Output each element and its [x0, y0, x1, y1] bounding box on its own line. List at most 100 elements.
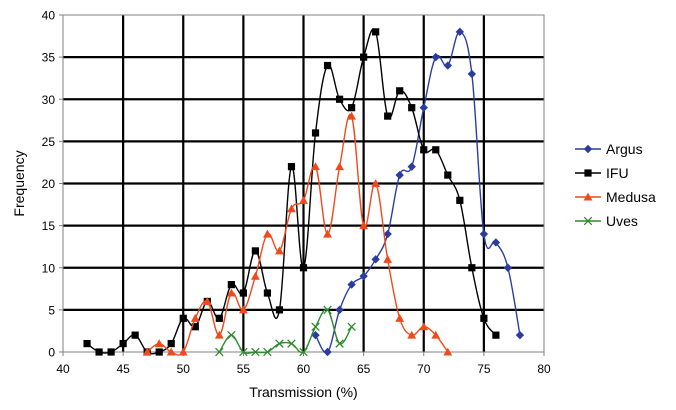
- data-point-medusa: [335, 162, 344, 171]
- data-point-ifu: [95, 348, 103, 356]
- y-tick-label: 15: [42, 219, 56, 233]
- series-line-argus: [314, 31, 521, 354]
- data-point-medusa: [419, 322, 429, 331]
- marker-stroke: [275, 339, 284, 348]
- series-line-medusa: [146, 113, 449, 356]
- data-point-uves: [335, 339, 344, 348]
- data-point-medusa: [407, 330, 417, 339]
- data-point-medusa: [395, 313, 405, 322]
- data-point-ifu: [215, 314, 223, 322]
- data-point-ifu: [456, 196, 464, 204]
- data-point-ifu: [396, 87, 404, 95]
- series-ifu: [83, 28, 500, 356]
- marker-stroke: [335, 339, 344, 348]
- data-point-argus: [515, 330, 525, 340]
- legend-marker-uves: [583, 216, 593, 226]
- x-tick-label: 60: [297, 362, 311, 376]
- data-point-argus: [383, 229, 392, 239]
- x-tick-label: 75: [477, 362, 491, 376]
- data-point-argus: [395, 170, 404, 180]
- data-point-ifu: [492, 331, 500, 339]
- series-medusa: [142, 111, 453, 356]
- data-point-medusa: [347, 111, 356, 120]
- data-point-medusa: [443, 347, 453, 356]
- data-point-ifu: [432, 146, 440, 154]
- data-point-ifu: [227, 281, 235, 289]
- data-point-uves: [251, 347, 260, 357]
- x-tick-label: 45: [116, 362, 130, 376]
- legend-item-argus: Argus: [575, 141, 643, 157]
- data-point-uves: [347, 322, 356, 331]
- data-point-uves: [239, 347, 248, 357]
- legend-item-uves: Uves: [575, 213, 638, 229]
- marker-stroke: [227, 330, 236, 340]
- legend-marker-argus: [583, 144, 593, 154]
- data-point-uves: [275, 339, 284, 348]
- data-point-argus: [455, 27, 465, 37]
- data-point-ifu: [191, 323, 199, 331]
- y-tick-label: 40: [42, 9, 56, 23]
- data-point-ifu: [251, 247, 259, 255]
- y-tick-label: 0: [48, 346, 55, 360]
- data-point-medusa: [371, 179, 381, 188]
- marker-stroke: [311, 322, 320, 331]
- data-point-ifu: [360, 53, 368, 61]
- legend-item-ifu: IFU: [575, 165, 629, 181]
- data-point-uves: [215, 347, 224, 357]
- y-tick-label: 10: [42, 261, 56, 275]
- data-point-medusa: [154, 339, 164, 348]
- data-point-argus: [335, 305, 344, 315]
- y-tick-label: 35: [42, 51, 56, 65]
- data-point-medusa: [251, 271, 260, 280]
- legend-item-medusa: Medusa: [575, 189, 656, 205]
- data-point-ifu: [83, 339, 91, 348]
- data-point-medusa: [202, 297, 212, 305]
- data-point-ifu: [408, 104, 416, 112]
- marker-stroke: [287, 339, 296, 348]
- data-point-argus: [407, 162, 416, 171]
- x-tick-label: 50: [177, 362, 191, 376]
- data-point-ifu: [155, 348, 163, 356]
- data-point-ifu: [372, 28, 380, 36]
- data-point-uves: [311, 322, 320, 331]
- data-point-uves: [299, 347, 308, 357]
- legend: Argus IFU Medusa Uves: [575, 141, 656, 229]
- data-point-medusa: [287, 204, 296, 213]
- legend-label-uves: Uves: [606, 213, 638, 229]
- data-point-ifu: [131, 331, 139, 339]
- data-point-argus: [443, 61, 452, 70]
- data-point-argus: [503, 263, 513, 272]
- x-axis-title: Transmission (%): [249, 384, 357, 400]
- data-point-uves: [227, 330, 236, 340]
- series-argus: [311, 27, 525, 357]
- data-point-ifu: [335, 95, 344, 103]
- data-point-argus: [479, 229, 489, 239]
- data-point-ifu: [299, 264, 308, 272]
- legend-label-ifu: IFU: [606, 165, 629, 181]
- data-point-uves: [287, 339, 296, 348]
- legend-marker-ifu: [584, 169, 592, 177]
- data-point-ifu: [239, 289, 247, 297]
- y-tick-label: 25: [42, 135, 56, 149]
- marker-stroke: [263, 347, 272, 357]
- data-point-argus: [419, 103, 428, 112]
- legend-label-argus: Argus: [606, 141, 643, 157]
- data-point-medusa: [190, 313, 200, 322]
- data-point-ifu: [480, 314, 488, 322]
- data-point-argus: [371, 255, 380, 264]
- data-point-argus: [467, 69, 477, 79]
- series-layer: [83, 27, 525, 357]
- x-tick-label: 55: [237, 362, 251, 376]
- legend-label-medusa: Medusa: [606, 189, 656, 205]
- x-tick-label: 70: [417, 362, 431, 376]
- data-point-ifu: [348, 104, 356, 112]
- data-point-ifu: [167, 339, 175, 348]
- data-point-medusa: [383, 254, 393, 263]
- y-axis-title: Frequency: [11, 150, 27, 216]
- data-point-medusa: [323, 229, 332, 238]
- data-point-argus: [323, 347, 332, 357]
- data-point-uves: [263, 347, 272, 357]
- data-point-ifu: [263, 289, 272, 297]
- data-point-argus: [359, 271, 368, 281]
